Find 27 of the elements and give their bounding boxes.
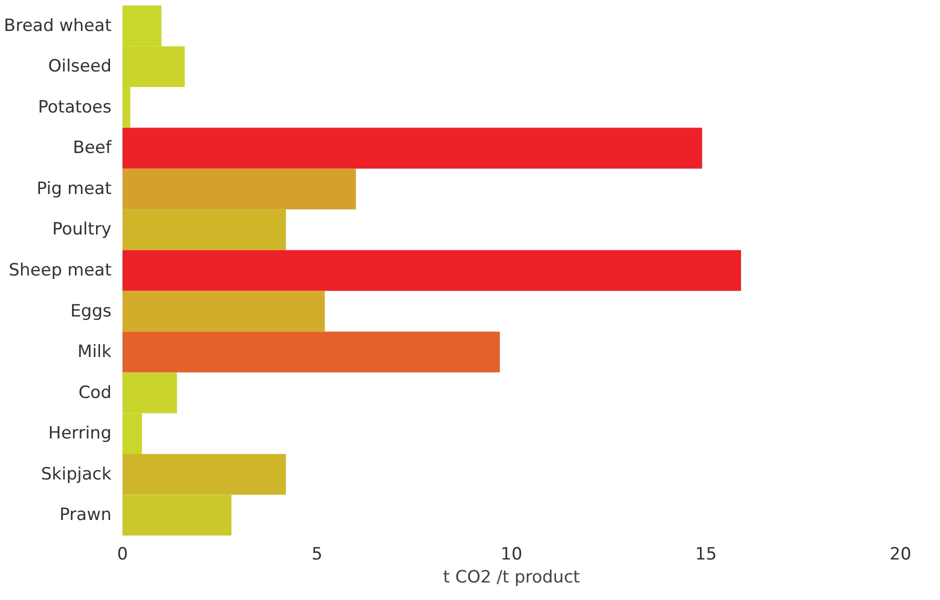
x-tick-label: 15 — [695, 544, 717, 564]
y-tick-label: Pig meat — [36, 178, 112, 199]
bar — [122, 128, 702, 169]
bar — [122, 209, 286, 250]
x-tick-label: 10 — [500, 544, 522, 564]
bar — [122, 494, 232, 536]
y-tick-label: Poultry — [52, 220, 112, 240]
bar — [122, 168, 356, 210]
x-tick-label: 20 — [890, 544, 912, 564]
x-axis-title: t CO2 /t product — [443, 568, 580, 588]
y-tick-label: Skipjack — [41, 464, 112, 484]
y-tick-label: Herring — [48, 424, 112, 444]
bar — [122, 332, 500, 372]
y-tick-label: Cod — [78, 382, 112, 403]
bar — [122, 290, 325, 332]
bar — [122, 454, 286, 495]
x-tick-label: 0 — [117, 544, 128, 564]
y-tick-label: Potatoes — [38, 97, 112, 118]
y-tick-label: Sheep meat — [8, 260, 112, 280]
y-tick-label: Oilseed — [48, 56, 112, 77]
bar — [122, 250, 742, 291]
y-tick-label: Beef — [72, 138, 113, 158]
y-tick-label: Milk — [78, 342, 112, 362]
y-tick-label: Prawn — [59, 505, 112, 526]
y-tick-label: Bread wheat — [4, 16, 112, 36]
y-tick-label: Eggs — [70, 301, 112, 322]
x-tick-label: 5 — [312, 544, 322, 564]
